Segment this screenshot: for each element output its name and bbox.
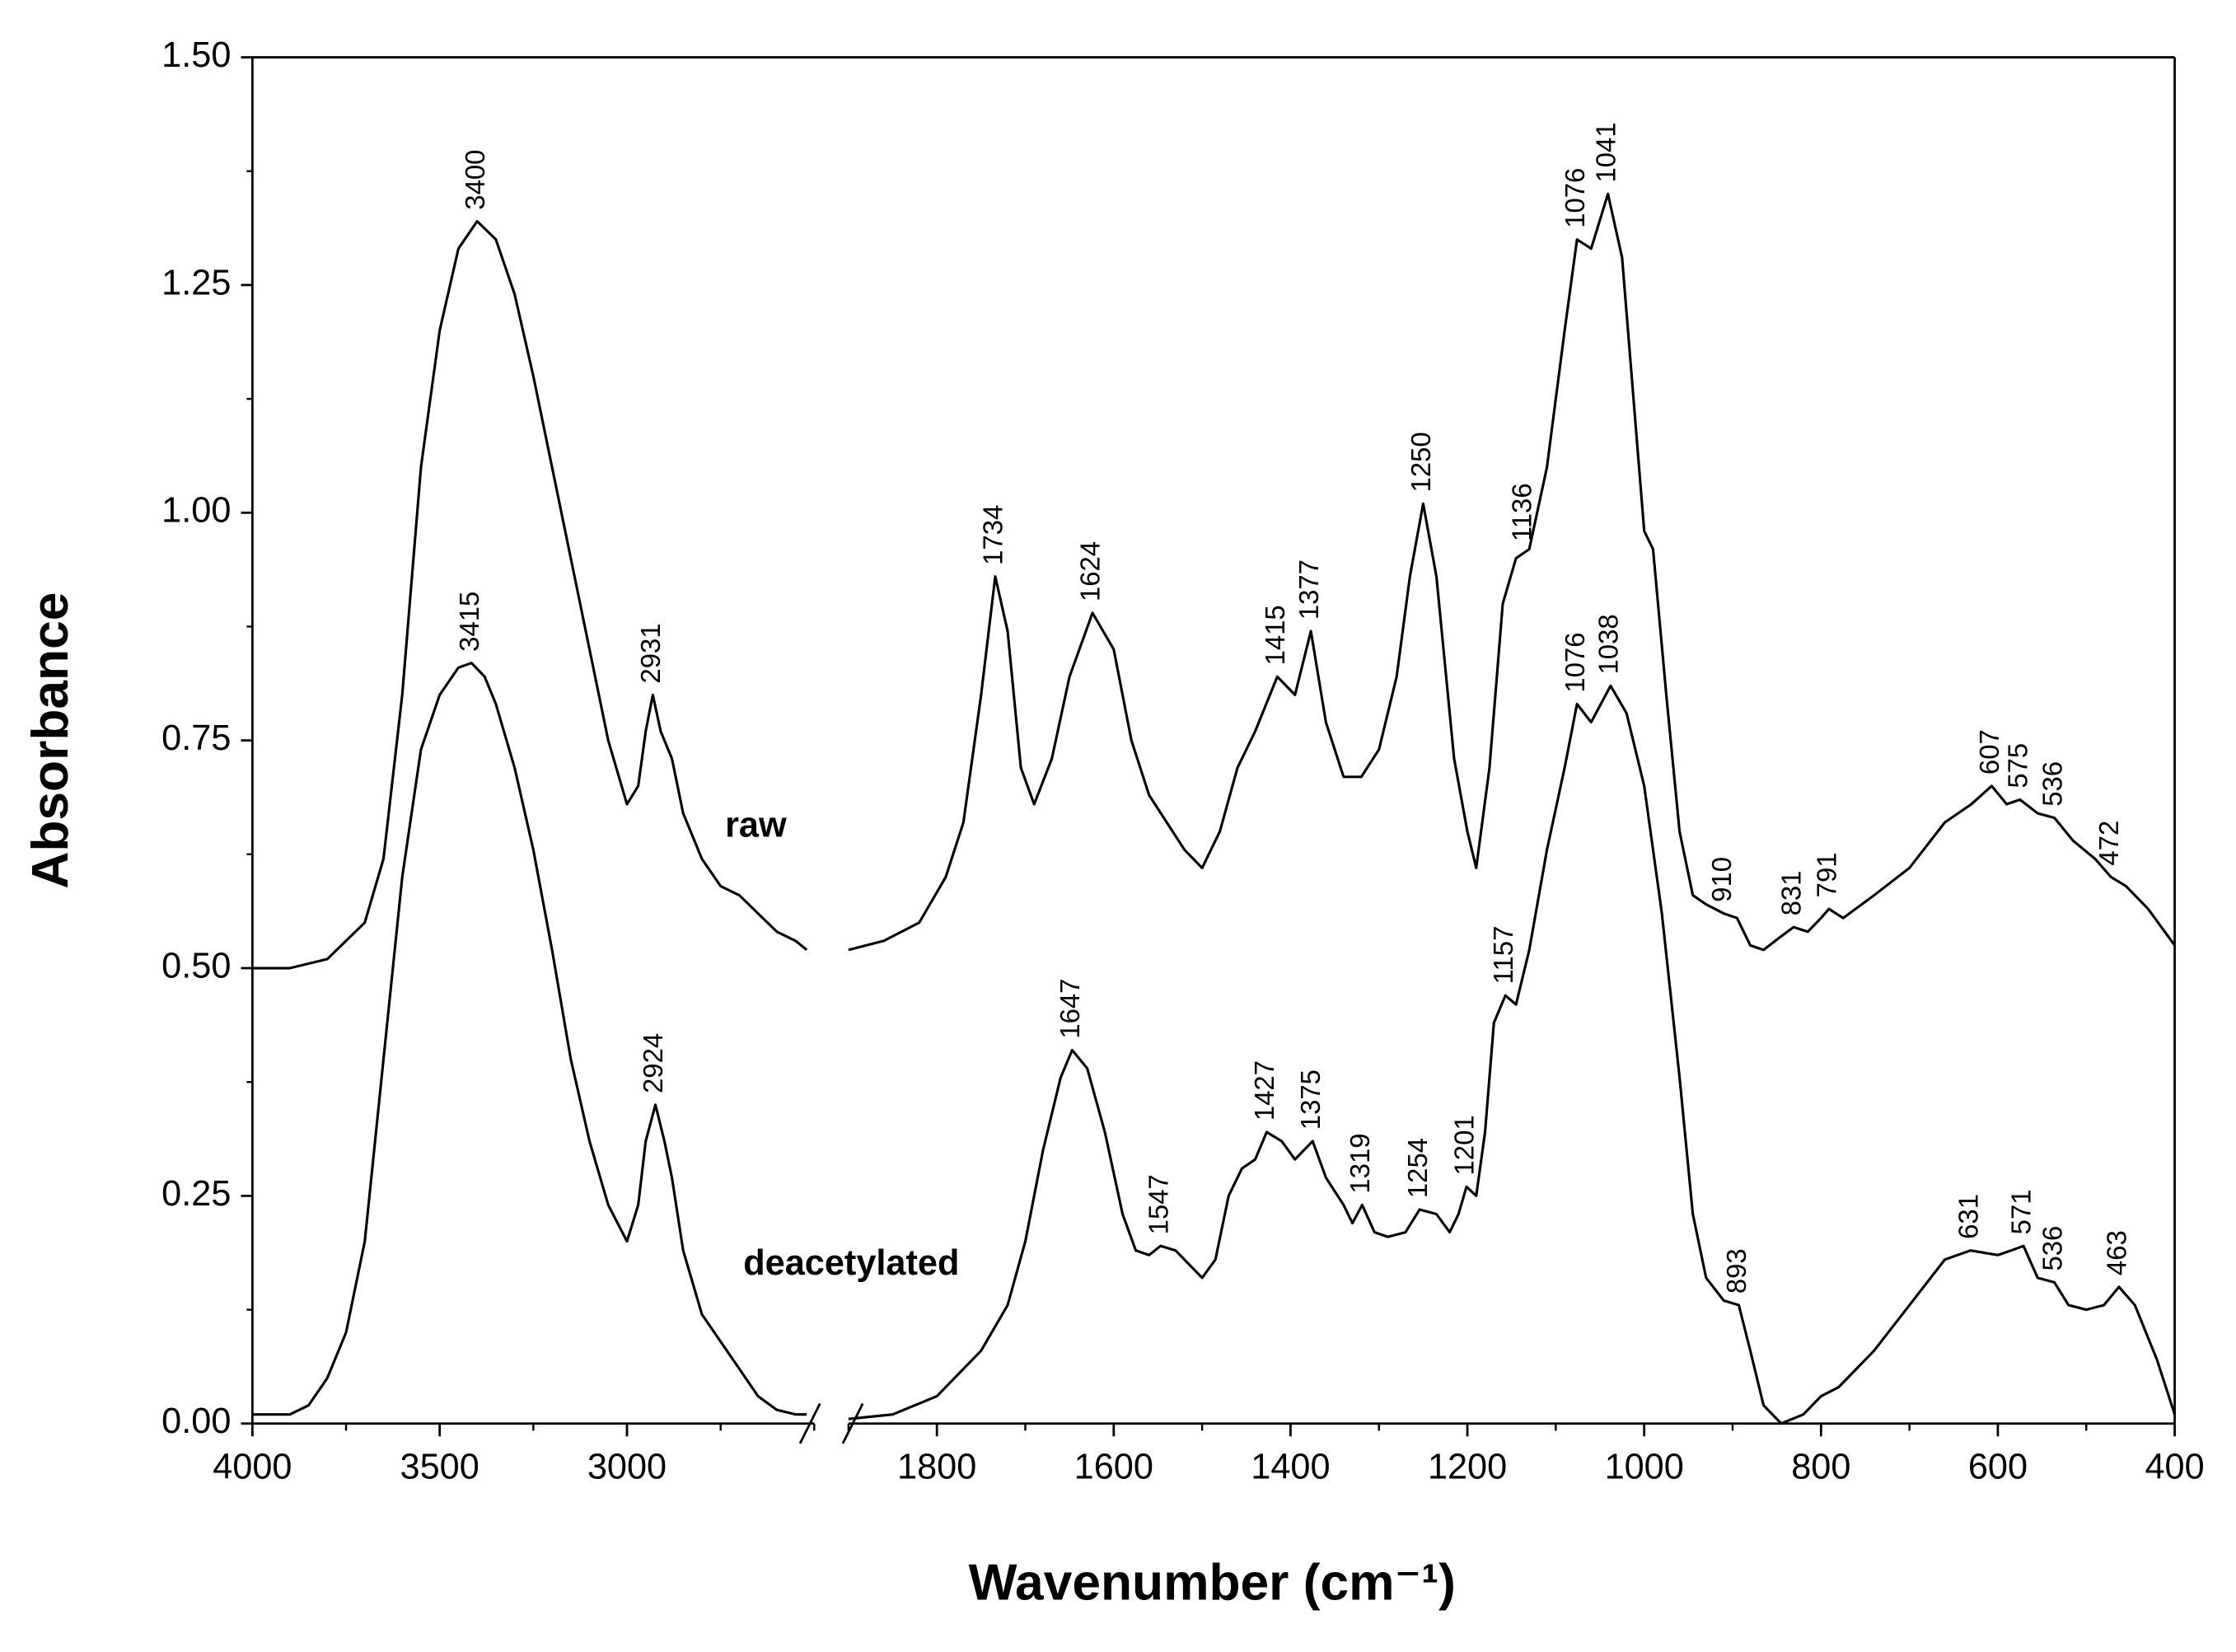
peak-label: 1250	[1406, 432, 1436, 492]
x-tick-label: 1200	[1428, 1448, 1507, 1487]
axis-break	[841, 1402, 864, 1444]
peak-label: 1254	[1402, 1138, 1433, 1198]
spectrum-line	[252, 662, 2177, 1425]
peak-label: 1038	[1593, 614, 1624, 674]
series-label: raw	[725, 806, 787, 845]
peak-label: 1377	[1293, 559, 1324, 620]
x-axis-title: Wavenumber (cm⁻¹)	[969, 1555, 1456, 1612]
peak-label: 3415	[454, 592, 484, 652]
y-tick-label: 0.75	[161, 718, 231, 758]
peak-label: 1201	[1449, 1115, 1480, 1175]
peak-label: 1647	[1055, 979, 1085, 1039]
y-axis-title: Absorbance	[22, 592, 79, 889]
peak-label: 1734	[978, 505, 1008, 565]
peak-label: 607	[1974, 729, 2004, 775]
x-tick-label: 1400	[1251, 1448, 1330, 1487]
x-tick-label: 3500	[400, 1448, 479, 1487]
peak-label: 1547	[1143, 1174, 1173, 1234]
x-tick-label: 800	[1791, 1448, 1850, 1487]
peak-label: 831	[1776, 871, 1807, 916]
y-tick-label: 1.50	[161, 35, 231, 75]
peak-label: 1415	[1260, 605, 1290, 665]
peak-label: 571	[2006, 1189, 2037, 1234]
series-label: deacetylated	[743, 1243, 959, 1283]
y-tick-label: 0.00	[161, 1402, 231, 1441]
peak-label: 893	[1721, 1248, 1752, 1294]
peak-label: 1041	[1590, 122, 1621, 182]
y-tick-label: 0.25	[161, 1174, 231, 1214]
x-tick-label: 3000	[587, 1448, 667, 1487]
peak-label: 463	[2102, 1230, 2132, 1275]
peak-label: 1427	[1249, 1060, 1279, 1121]
peak-label: 791	[1812, 852, 1842, 897]
x-tick-label: 1800	[897, 1448, 976, 1487]
peak-label: 536	[2037, 761, 2067, 807]
y-tick-label: 1.25	[161, 263, 231, 302]
x-tick-label: 400	[2145, 1448, 2204, 1487]
peak-label: 1076	[1560, 632, 1590, 692]
peak-label: 536	[2037, 1226, 2067, 1271]
x-tick-label: 600	[1968, 1448, 2028, 1487]
peak-label: 1624	[1075, 541, 1106, 601]
x-tick-label: 1600	[1074, 1448, 1153, 1487]
y-tick-label: 0.50	[161, 946, 231, 985]
peak-label: 1375	[1295, 1069, 1326, 1130]
x-tick-label: 4000	[213, 1448, 292, 1487]
y-tick-label: 1.00	[161, 491, 231, 531]
peak-label: 472	[2093, 821, 2124, 866]
peak-label: 575	[2002, 743, 2033, 789]
peak-label: 3400	[460, 150, 490, 210]
peak-label: 2924	[638, 1033, 668, 1093]
peak-label: 1319	[1345, 1133, 1375, 1193]
peak-label: 631	[1953, 1194, 1983, 1239]
peak-label: 1157	[1488, 926, 1518, 985]
peak-label: 2931	[635, 623, 666, 683]
peak-label: 1136	[1506, 483, 1537, 541]
spectrum-line	[252, 192, 2176, 970]
x-tick-label: 1000	[1605, 1448, 1684, 1487]
peak-label: 910	[1706, 857, 1737, 902]
peak-label: 1076	[1560, 168, 1590, 228]
axis-break	[798, 1402, 821, 1444]
